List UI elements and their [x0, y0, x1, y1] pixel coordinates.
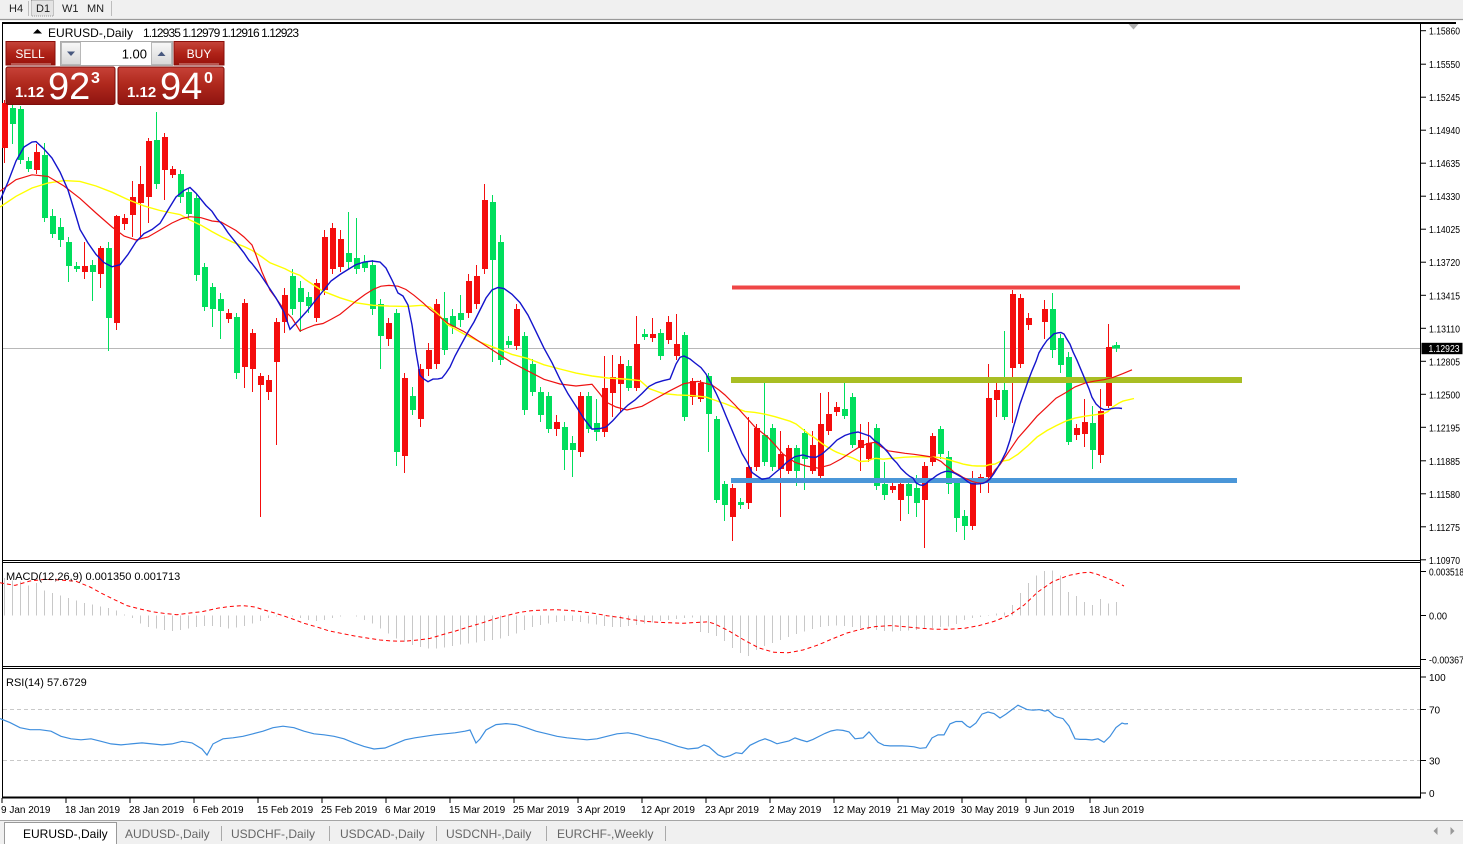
svg-text:1.12: 1.12	[127, 84, 156, 101]
svg-text:1.13415: 1.13415	[1429, 291, 1460, 302]
svg-text:70: 70	[1429, 706, 1441, 717]
svg-text:18 Jun 2019: 18 Jun 2019	[1089, 805, 1144, 816]
svg-text:-0.00367: -0.00367	[1429, 656, 1463, 667]
svg-text:21 May 2019: 21 May 2019	[897, 805, 955, 816]
svg-text:1.12500: 1.12500	[1429, 390, 1460, 401]
svg-text:0.003518: 0.003518	[1429, 568, 1463, 579]
svg-text:28 Jan 2019: 28 Jan 2019	[129, 805, 184, 816]
svg-text:1.15245: 1.15245	[1429, 93, 1460, 104]
svg-text:BUY: BUY	[187, 47, 212, 61]
svg-text:0.00: 0.00	[1429, 612, 1447, 623]
svg-text:USDCNH-,Daily: USDCNH-,Daily	[446, 827, 531, 841]
svg-text:12 May 2019: 12 May 2019	[833, 805, 891, 816]
svg-text:12 Apr 2019: 12 Apr 2019	[641, 805, 695, 816]
svg-text:25 Feb 2019: 25 Feb 2019	[321, 805, 378, 816]
svg-text:94: 94	[160, 66, 202, 108]
svg-text:1.12805: 1.12805	[1429, 357, 1460, 368]
svg-text:EURUSD-,Daily: EURUSD-,Daily	[23, 827, 108, 841]
svg-text:15 Feb 2019: 15 Feb 2019	[257, 805, 314, 816]
svg-text:USDCAD-,Daily: USDCAD-,Daily	[340, 827, 425, 841]
svg-text:25 Mar 2019: 25 Mar 2019	[513, 805, 570, 816]
svg-text:SELL: SELL	[15, 47, 45, 61]
svg-text:RSI(14) 57.6729: RSI(14) 57.6729	[6, 677, 87, 689]
svg-text:6 Feb 2019: 6 Feb 2019	[193, 805, 244, 816]
svg-text:1.13110: 1.13110	[1429, 324, 1460, 335]
svg-text:1.12923: 1.12923	[1429, 344, 1460, 355]
svg-text:9 Jun 2019: 9 Jun 2019	[1025, 805, 1075, 816]
svg-text:3: 3	[91, 70, 100, 87]
svg-text:MN: MN	[87, 3, 104, 15]
svg-text:1.14025: 1.14025	[1429, 225, 1460, 236]
svg-text:D1: D1	[36, 3, 50, 15]
svg-text:1.14635: 1.14635	[1429, 159, 1460, 170]
svg-text:USDCHF-,Daily: USDCHF-,Daily	[231, 827, 315, 841]
svg-text:6 Mar 2019: 6 Mar 2019	[385, 805, 436, 816]
svg-text:30 May 2019: 30 May 2019	[961, 805, 1019, 816]
svg-text:AUDUSD-,Daily: AUDUSD-,Daily	[125, 827, 210, 841]
svg-text:1.11275: 1.11275	[1429, 523, 1460, 534]
svg-text:1.12195: 1.12195	[1429, 423, 1460, 434]
svg-text:1.14330: 1.14330	[1429, 192, 1460, 203]
svg-text:3 Apr 2019: 3 Apr 2019	[577, 805, 626, 816]
svg-text:EURCHF-,Weekly: EURCHF-,Weekly	[557, 827, 653, 841]
svg-text:0: 0	[204, 70, 213, 87]
svg-text:1.10970: 1.10970	[1429, 556, 1460, 567]
svg-text:MACD(12,26,9) 0.001350 0.00171: MACD(12,26,9) 0.001350 0.001713	[6, 571, 180, 583]
svg-text:92: 92	[48, 66, 90, 108]
svg-text:1.11885: 1.11885	[1429, 457, 1460, 468]
svg-text:1.13720: 1.13720	[1429, 258, 1460, 269]
svg-text:100: 100	[1429, 673, 1446, 684]
svg-text:1.11580: 1.11580	[1429, 490, 1460, 501]
svg-text:1.12: 1.12	[15, 84, 44, 101]
svg-text:0: 0	[1429, 789, 1435, 800]
svg-text:15 Mar 2019: 15 Mar 2019	[449, 805, 506, 816]
svg-text:EURUSD-,Daily: EURUSD-,Daily	[48, 26, 133, 40]
svg-text:9 Jan 2019: 9 Jan 2019	[1, 805, 51, 816]
svg-text:1.00: 1.00	[122, 47, 147, 62]
svg-text:1.14940: 1.14940	[1429, 126, 1460, 137]
svg-text:30: 30	[1429, 757, 1441, 768]
svg-text:1.12935 1.12979 1.12916 1.1292: 1.12935 1.12979 1.12916 1.12923	[143, 26, 299, 40]
svg-text:W1: W1	[62, 3, 79, 15]
svg-text:2 May 2019: 2 May 2019	[769, 805, 822, 816]
svg-text:1.15860: 1.15860	[1429, 27, 1460, 38]
svg-text:18 Jan 2019: 18 Jan 2019	[65, 805, 120, 816]
svg-text:1.15550: 1.15550	[1429, 60, 1460, 71]
svg-text:23 Apr 2019: 23 Apr 2019	[705, 805, 759, 816]
svg-text:H4: H4	[9, 3, 23, 15]
